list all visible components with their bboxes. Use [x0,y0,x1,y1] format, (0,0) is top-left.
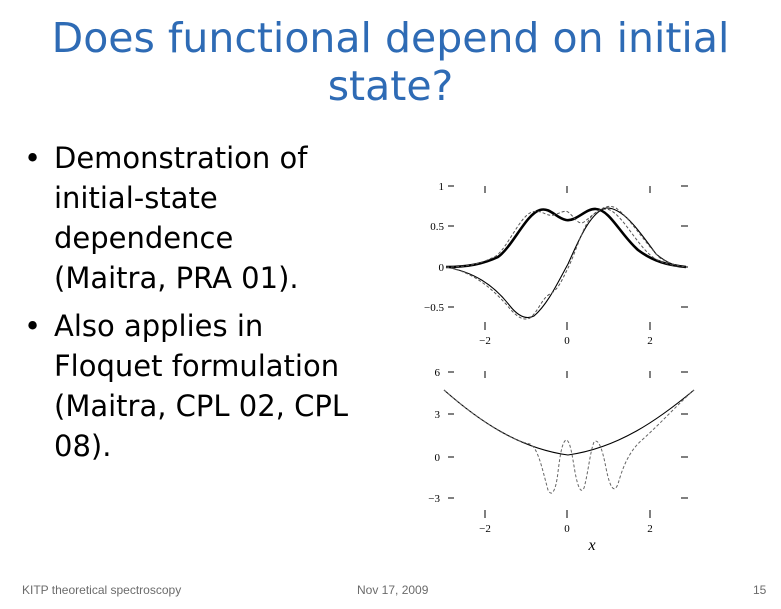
density-curve-dashed [445,208,687,268]
top-xtick-label: 2 [647,335,653,347]
top-ytick-label: −0.5 [424,302,444,314]
top-panel-axes: 1 0.5 0 −0.5 −2 0 2 [424,181,688,347]
figure-svg: 1 0.5 0 −0.5 −2 0 2 [424,181,695,554]
potential-curve [443,389,695,456]
bullet-dot: • [24,141,42,175]
top-ytick-label: 1 [439,181,445,193]
bullet-dot: • [24,309,42,343]
top-ytick-label: 0.5 [430,221,444,233]
wavefunction-figure: 1 0.5 0 −0.5 −2 0 2 [418,172,708,557]
bottom-ytick-label: −3 [428,493,440,505]
potential-curve-dashed [443,389,695,494]
bullet-text: Also applies in Floquet formulation (Mai… [54,309,349,463]
bottom-panel-axes: 6 3 0 −3 −2 0 2 x [428,367,688,554]
footer-left-text: KITP theoretical spectroscopy [22,583,182,597]
bottom-xtick-label: −2 [479,523,491,535]
top-xtick-label: −2 [479,335,491,347]
slide-title: Does functional depend on initial state? [51,14,730,110]
bullet-list: • Demonstration of initial-state depende… [20,138,350,474]
bullet-item: • Also applies in Floquet formulation (M… [20,306,350,466]
density-curve-thick [445,207,687,269]
bottom-xtick-label: 2 [647,523,653,535]
top-ytick-label: 0 [439,262,445,274]
bullet-text: Demonstration of initial-state dependenc… [54,141,308,295]
bullet-item: • Demonstration of initial-state depende… [20,138,350,298]
bottom-ytick-label: 0 [435,452,441,464]
bottom-xtick-label: 0 [564,523,570,535]
bottom-ytick-label: 3 [435,409,441,421]
page-number: 15 [753,583,767,597]
bottom-xlabel: x [587,537,595,554]
bottom-ytick-label: 6 [435,367,441,379]
wavefunction-curve-dashed [445,205,687,320]
footer-date: Nov 17, 2009 [357,583,429,597]
top-xtick-label: 0 [564,335,570,347]
